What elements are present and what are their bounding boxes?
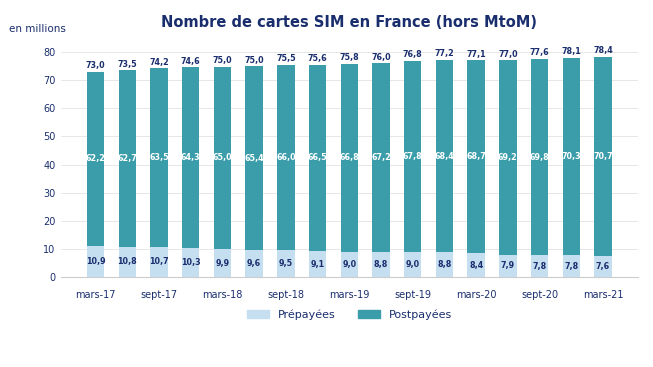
Bar [499, 60, 517, 255]
Bar [214, 66, 231, 249]
Text: 70,3: 70,3 [562, 152, 581, 161]
Text: 75,0: 75,0 [213, 55, 232, 65]
Text: 7,8: 7,8 [532, 262, 547, 270]
Text: en millions: en millions [8, 24, 65, 34]
Bar [372, 252, 390, 277]
Text: 7,9: 7,9 [501, 261, 515, 270]
Text: 62,7: 62,7 [118, 154, 137, 163]
Bar [214, 249, 231, 277]
Text: sept-18: sept-18 [267, 290, 304, 300]
Text: mars-19: mars-19 [329, 290, 370, 300]
Bar [150, 69, 168, 247]
Text: 73,5: 73,5 [118, 60, 137, 69]
Bar [468, 254, 485, 277]
Text: 8,8: 8,8 [374, 260, 388, 269]
Text: 76,8: 76,8 [403, 51, 422, 59]
Bar [182, 67, 199, 248]
Bar [594, 57, 612, 256]
Text: 68,7: 68,7 [466, 152, 486, 161]
Bar [341, 252, 358, 277]
Text: 76,0: 76,0 [371, 53, 390, 62]
Text: 9,9: 9,9 [215, 259, 229, 268]
Text: 66,8: 66,8 [340, 153, 359, 162]
Text: 78,1: 78,1 [562, 47, 581, 56]
Text: 10,9: 10,9 [86, 257, 105, 266]
Text: sept-19: sept-19 [394, 290, 431, 300]
Text: 75,6: 75,6 [308, 54, 327, 63]
Bar [118, 247, 136, 277]
Bar [531, 59, 549, 255]
Bar [372, 63, 390, 252]
Text: mars-17: mars-17 [75, 290, 116, 300]
Bar [277, 250, 295, 277]
Bar [563, 58, 580, 255]
Text: 77,1: 77,1 [466, 50, 486, 59]
Bar [436, 60, 453, 252]
Bar [118, 70, 136, 247]
Text: 75,5: 75,5 [276, 54, 296, 63]
Bar [309, 65, 326, 251]
Legend: Prépayées, Postpayées: Prépayées, Postpayées [242, 305, 456, 324]
Text: 66,5: 66,5 [308, 153, 327, 163]
Text: 7,6: 7,6 [596, 262, 610, 271]
Text: 65,4: 65,4 [244, 154, 264, 163]
Bar [404, 252, 421, 277]
Text: 64,3: 64,3 [181, 153, 200, 162]
Bar [594, 256, 612, 277]
Text: 73,0: 73,0 [86, 61, 105, 70]
Text: 9,6: 9,6 [247, 259, 261, 268]
Bar [309, 251, 326, 277]
Text: 68,4: 68,4 [434, 152, 454, 161]
Text: 77,2: 77,2 [434, 49, 454, 58]
Text: 7,8: 7,8 [564, 262, 579, 270]
Bar [499, 255, 517, 277]
Bar [563, 255, 580, 277]
Text: mars-18: mars-18 [202, 290, 242, 300]
Text: 69,2: 69,2 [498, 153, 518, 162]
Bar [531, 255, 549, 277]
Text: 9,0: 9,0 [406, 260, 420, 269]
Bar [87, 72, 104, 246]
Text: 74,6: 74,6 [181, 57, 200, 66]
Text: 8,4: 8,4 [469, 261, 483, 270]
Text: 69,8: 69,8 [530, 153, 549, 161]
Text: 67,8: 67,8 [403, 152, 422, 161]
Text: 9,0: 9,0 [342, 260, 357, 269]
Text: 75,8: 75,8 [340, 53, 359, 62]
Text: sept-20: sept-20 [521, 290, 558, 300]
Text: 10,3: 10,3 [181, 258, 200, 267]
Text: sept-17: sept-17 [140, 290, 178, 300]
Bar [182, 248, 199, 277]
Text: 67,2: 67,2 [371, 153, 391, 162]
Bar [404, 61, 421, 252]
Bar [277, 65, 295, 250]
Title: Nombre de cartes SIM en France (hors MtoM): Nombre de cartes SIM en France (hors Mto… [161, 15, 537, 30]
Bar [436, 252, 453, 277]
Text: 9,5: 9,5 [279, 259, 293, 268]
Text: 78,4: 78,4 [593, 46, 613, 55]
Text: mars-21: mars-21 [582, 290, 623, 300]
Text: 70,7: 70,7 [593, 152, 613, 161]
Bar [150, 247, 168, 277]
Bar [341, 64, 358, 252]
Text: 63,5: 63,5 [149, 153, 168, 162]
Text: 77,0: 77,0 [498, 50, 518, 59]
Text: 75,0: 75,0 [244, 55, 264, 65]
Text: 10,7: 10,7 [149, 258, 168, 266]
Bar [87, 246, 104, 277]
Text: mars-20: mars-20 [456, 290, 496, 300]
Text: 74,2: 74,2 [149, 58, 169, 67]
Bar [468, 60, 485, 254]
Bar [246, 250, 263, 277]
Text: 10,8: 10,8 [118, 257, 137, 266]
Text: 65,0: 65,0 [213, 153, 232, 162]
Text: 62,2: 62,2 [86, 155, 105, 163]
Text: 8,8: 8,8 [438, 260, 452, 269]
Bar [246, 66, 263, 250]
Text: 77,6: 77,6 [530, 48, 549, 57]
Text: 9,1: 9,1 [310, 260, 325, 269]
Text: 66,0: 66,0 [276, 153, 296, 162]
